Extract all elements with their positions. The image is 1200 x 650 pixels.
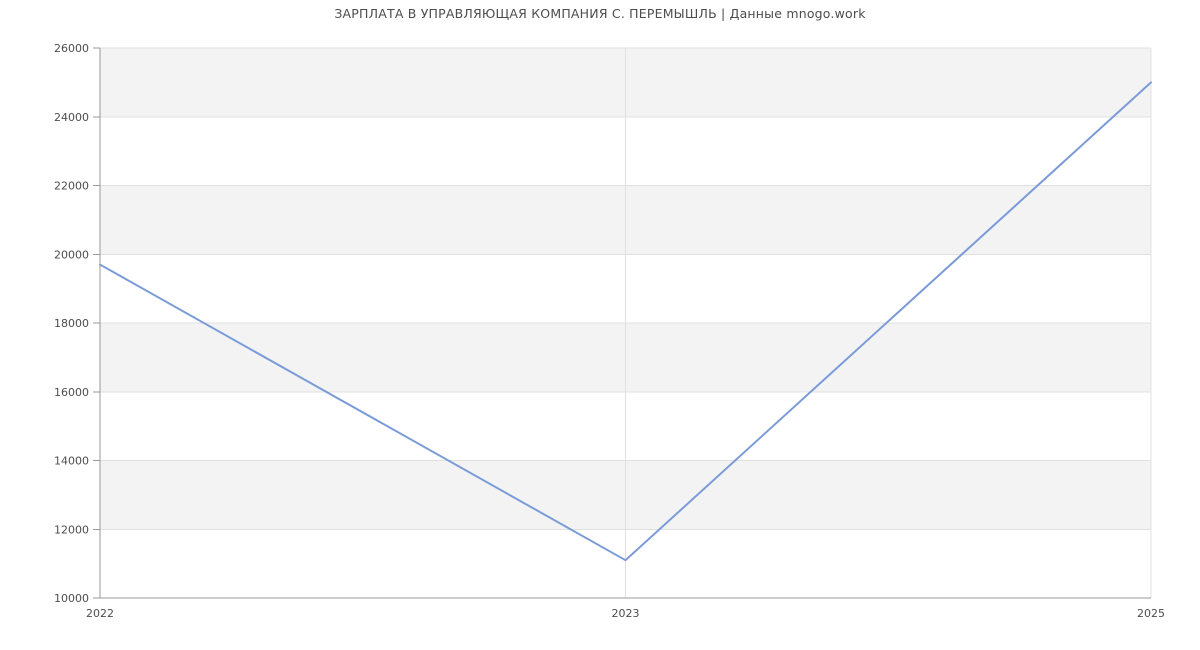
chart-title: ЗАРПЛАТА В УПРАВЛЯЮЩАЯ КОМПАНИЯ С. ПЕРЕМ… xyxy=(334,6,866,21)
y-tick-label: 14000 xyxy=(54,455,89,468)
y-tick-label: 12000 xyxy=(54,523,89,536)
y-tick-label: 26000 xyxy=(54,42,89,55)
y-tick-label: 20000 xyxy=(54,248,89,261)
y-tick-label: 24000 xyxy=(54,111,89,124)
x-tick-label: 2025 xyxy=(1137,607,1165,620)
x-tick-label: 2022 xyxy=(86,607,114,620)
y-tick-label: 22000 xyxy=(54,180,89,193)
x-tick-label: 2023 xyxy=(612,607,640,620)
salary-series-line xyxy=(99,81,1152,562)
y-tick-label: 16000 xyxy=(54,386,89,399)
y-tick-label: 10000 xyxy=(54,592,89,605)
y-tick-label: 18000 xyxy=(54,317,89,330)
